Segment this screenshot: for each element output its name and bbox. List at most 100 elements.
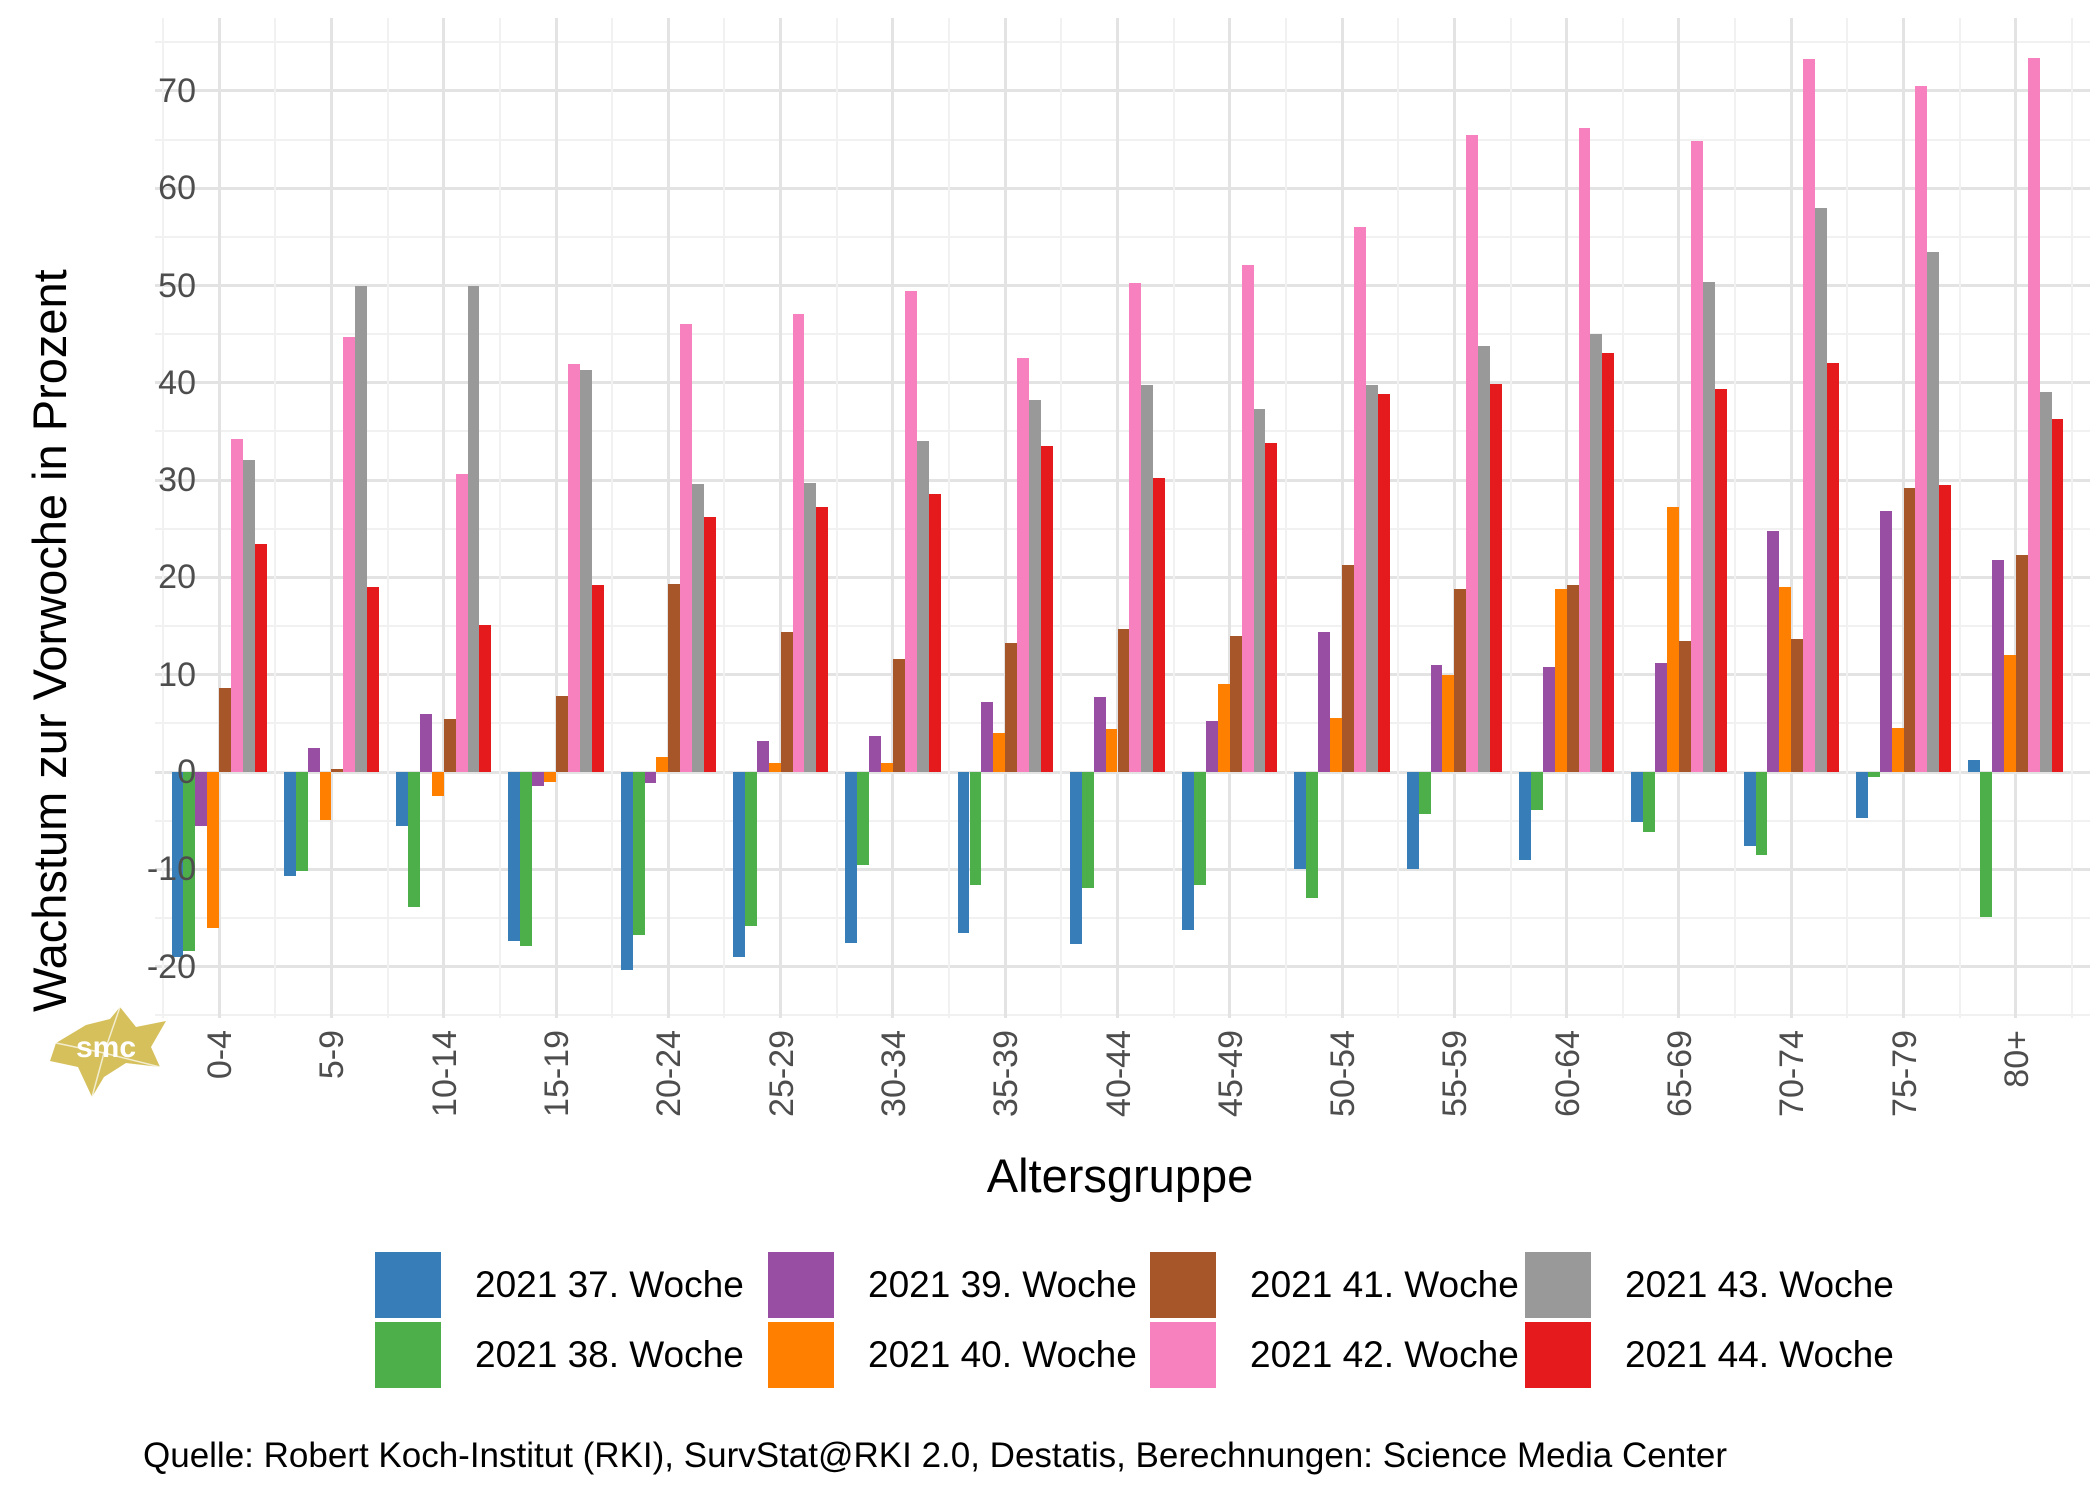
bar-2021-37-woche — [1631, 772, 1644, 822]
gridline-minor-v — [2071, 18, 2073, 1018]
gridline-minor-v — [1172, 18, 1175, 1018]
gridline-major-h — [155, 186, 2090, 190]
gridline-minor-v — [274, 18, 277, 1018]
gridline-minor-h — [155, 41, 2090, 44]
bar-2021-44-woche — [1040, 446, 1053, 772]
bar-2021-44-woche — [816, 507, 829, 772]
smc-logo-text: smc — [76, 1031, 136, 1064]
legend-swatch — [1525, 1252, 1591, 1318]
gridline-major-v — [217, 18, 221, 1018]
bar-2021-37-woche — [1069, 772, 1082, 945]
y-tick-label: 40 — [158, 363, 196, 402]
bar-2021-42-woche — [1241, 265, 1254, 772]
gridline-minor-v — [1734, 18, 1737, 1018]
legend-swatch — [768, 1322, 834, 1388]
bar-2021-42-woche — [1578, 127, 1591, 772]
bar-2021-44-woche — [1939, 484, 1952, 772]
gridline-minor-v — [1846, 18, 1849, 1018]
bar-2021-43-woche — [242, 459, 255, 772]
bar-2021-44-woche — [1153, 478, 1166, 772]
gridline-minor-v — [498, 18, 501, 1018]
bar-2021-39-woche — [644, 772, 657, 783]
bar-2021-37-woche — [1406, 772, 1419, 870]
bar-2021-40-woche — [2003, 655, 2016, 772]
bar-2021-38-woche — [1755, 772, 1768, 855]
bar-2021-37-woche — [1743, 772, 1756, 846]
gridline-major-v — [1565, 18, 1569, 1018]
bar-2021-39-woche — [1093, 697, 1106, 772]
bar-2021-37-woche — [396, 772, 409, 827]
bar-2021-43-woche — [1815, 207, 1827, 772]
bar-2021-42-woche — [1466, 134, 1479, 772]
bar-2021-38-woche — [1867, 772, 1880, 777]
gridline-minor-v — [1958, 18, 1961, 1018]
bar-2021-44-woche — [1490, 383, 1502, 772]
y-tick-label: 70 — [158, 71, 196, 110]
bar-2021-38-woche — [632, 772, 645, 936]
bar-2021-43-woche — [1702, 281, 1715, 772]
gridline-major-v — [1677, 18, 1681, 1018]
gridline-major-h — [155, 867, 2090, 871]
bar-2021-40-woche — [656, 757, 669, 772]
bar-2021-41-woche — [443, 719, 456, 772]
gridline-minor-h — [155, 527, 2090, 530]
bar-2021-43-woche — [1927, 252, 1940, 772]
bar-2021-44-woche — [1602, 352, 1615, 772]
bar-2021-37-woche — [733, 772, 745, 957]
bar-2021-40-woche — [319, 772, 332, 820]
bar-2021-43-woche — [804, 483, 817, 772]
legend-label: 2021 40. Woche — [868, 1334, 1137, 1375]
bar-2021-38-woche — [969, 772, 982, 885]
bar-2021-37-woche — [1519, 772, 1531, 860]
gridline-minor-v — [386, 18, 389, 1018]
bar-2021-41-woche — [1678, 640, 1691, 772]
bar-2021-40-woche — [1217, 684, 1230, 772]
bar-2021-40-woche — [1105, 729, 1118, 772]
bar-2021-37-woche — [1182, 772, 1195, 930]
gridline-major-h — [155, 89, 2090, 93]
bar-2021-41-woche — [556, 696, 568, 772]
bar-2021-43-woche — [1253, 409, 1266, 772]
bar-2021-41-woche — [1342, 564, 1354, 772]
bar-2021-44-woche — [2051, 418, 2064, 772]
bar-2021-38-woche — [1194, 772, 1206, 885]
bar-2021-37-woche — [845, 772, 858, 944]
gridline-major-h — [155, 575, 2090, 579]
gridline-major-v — [1340, 18, 1344, 1018]
bar-2021-38-woche — [520, 772, 533, 947]
bar-2021-44-woche — [928, 493, 941, 772]
bar-2021-42-woche — [343, 337, 356, 772]
gridline-major-v — [2014, 18, 2018, 1018]
bar-2021-43-woche — [579, 370, 592, 772]
bar-2021-41-woche — [1005, 642, 1018, 772]
bar-2021-43-woche — [1365, 384, 1378, 772]
bar-2021-42-woche — [1690, 140, 1703, 772]
bar-2021-40-woche — [1330, 718, 1343, 772]
x-tick-label: 50-54 — [1324, 1030, 1363, 1117]
bar-2021-44-woche — [367, 587, 380, 772]
bar-2021-43-woche — [2039, 391, 2052, 772]
bar-2021-39-woche — [1318, 631, 1331, 772]
bar-2021-42-woche — [231, 439, 243, 772]
y-tick-label: 20 — [158, 558, 196, 597]
bar-2021-42-woche — [455, 474, 468, 772]
x-tick-label: 70-74 — [1773, 1030, 1812, 1117]
bar-2021-38-woche — [1530, 772, 1543, 810]
gridline-minor-h — [155, 625, 2090, 628]
gridline-major-h — [155, 770, 2090, 774]
gridline-minor-v — [611, 18, 614, 1018]
bar-2021-39-woche — [1879, 511, 1892, 772]
bar-2021-42-woche — [567, 364, 580, 772]
gridline-major-v — [1116, 18, 1119, 1018]
bar-2021-38-woche — [857, 772, 870, 866]
x-tick-label: 40-44 — [1099, 1030, 1138, 1117]
bar-2021-43-woche — [916, 441, 929, 772]
bar-2021-40-woche — [544, 772, 557, 782]
bar-2021-40-woche — [207, 772, 220, 928]
bar-2021-39-woche — [1992, 559, 2004, 772]
bar-2021-42-woche — [1129, 282, 1142, 772]
bar-2021-37-woche — [508, 772, 521, 942]
bar-2021-38-woche — [1306, 772, 1319, 898]
bar-2021-40-woche — [1891, 728, 1904, 772]
bar-2021-43-woche — [692, 483, 704, 772]
